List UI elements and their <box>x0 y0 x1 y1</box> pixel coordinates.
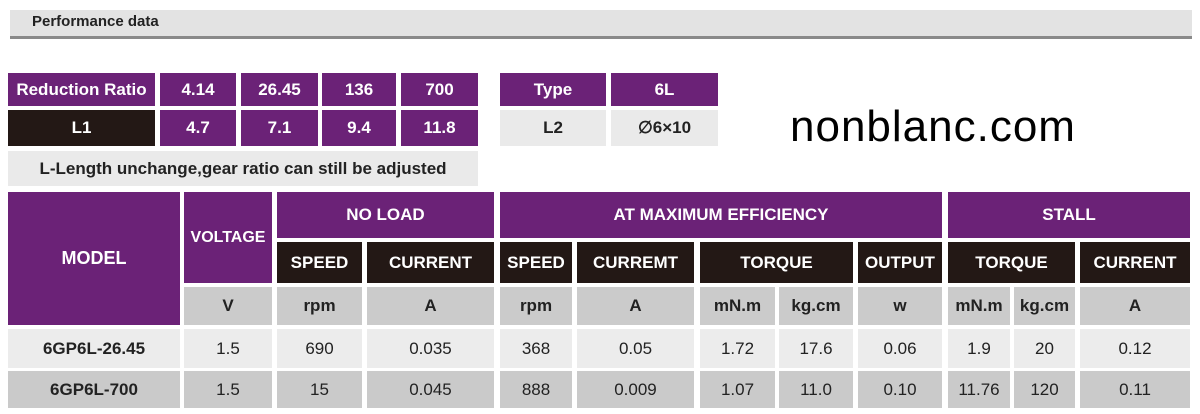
subheader: SPEED <box>500 242 572 283</box>
unit-cell: rpm <box>500 287 572 325</box>
value-cell: 15 <box>277 371 362 408</box>
value-cell: 11.76 <box>948 371 1010 408</box>
l1-value: 7.1 <box>241 110 318 146</box>
subheader: CURRENT <box>367 242 494 283</box>
watermark: nonblanc.com <box>790 102 1076 151</box>
ratio-value: 26.45 <box>241 73 318 106</box>
l1-value: 4.7 <box>160 110 236 146</box>
value-cell: 0.035 <box>367 329 494 368</box>
subheader: SPEED <box>277 242 362 283</box>
unit-cell: kg.cm <box>779 287 853 325</box>
no-load-header: NO LOAD <box>277 192 494 238</box>
value-cell: 0.11 <box>1080 371 1190 408</box>
l2-label: L2 <box>500 110 606 146</box>
value-cell: 0.12 <box>1080 329 1190 368</box>
voltage-header: VOLTAGE <box>184 192 272 283</box>
unit-cell: mN.m <box>700 287 775 325</box>
ratio-value: 700 <box>401 73 478 106</box>
value-cell: 17.6 <box>779 329 853 368</box>
subheader: OUTPUT <box>858 242 942 283</box>
value-cell: 20 <box>1014 329 1075 368</box>
value-cell: 1.5 <box>184 329 272 368</box>
subheader: TORQUE <box>700 242 853 283</box>
model-header: MODEL <box>8 192 180 325</box>
value-cell: 0.045 <box>367 371 494 408</box>
value-cell: 0.009 <box>577 371 694 408</box>
value-cell: 888 <box>500 371 572 408</box>
value-cell: 11.0 <box>779 371 853 408</box>
value-cell: 1.5 <box>184 371 272 408</box>
value-cell: 368 <box>500 329 572 368</box>
note-text: L-Length unchange,gear ratio can still b… <box>8 151 478 186</box>
value-cell: 1.9 <box>948 329 1010 368</box>
unit-cell: kg.cm <box>1014 287 1075 325</box>
value-cell: 690 <box>277 329 362 368</box>
l2-value: ∅6×10 <box>611 110 718 146</box>
ratio-value: 4.14 <box>160 73 236 106</box>
value-cell: 0.10 <box>858 371 942 408</box>
type-label: Type <box>500 73 606 106</box>
unit-cell: A <box>577 287 694 325</box>
l1-value: 11.8 <box>401 110 478 146</box>
unit-cell: A <box>367 287 494 325</box>
value-cell: 0.06 <box>858 329 942 368</box>
unit-cell: w <box>858 287 942 325</box>
subheader: TORQUE <box>948 242 1075 283</box>
subheader: CURREMT <box>577 242 694 283</box>
section-title: Performance data <box>32 13 159 30</box>
value-cell: 1.72 <box>700 329 775 368</box>
value-cell: 0.05 <box>577 329 694 368</box>
l1-value: 9.4 <box>322 110 396 146</box>
unit-cell: A <box>1080 287 1190 325</box>
ratio-value: 136 <box>322 73 396 106</box>
ratio-label: Reduction Ratio <box>8 73 155 106</box>
subheader: CURRENT <box>1080 242 1190 283</box>
section-header: Performance data <box>10 10 1192 39</box>
value-cell: 120 <box>1014 371 1075 408</box>
type-value: 6L <box>611 73 718 106</box>
model-cell: 6GP6L-26.45 <box>8 329 180 368</box>
model-cell: 6GP6L-700 <box>8 371 180 408</box>
unit-cell: mN.m <box>948 287 1010 325</box>
value-cell: 1.07 <box>700 371 775 408</box>
l1-label: L1 <box>8 110 155 146</box>
unit-cell: V <box>184 287 272 325</box>
max-efficiency-header: AT MAXIMUM EFFICIENCY <box>500 192 942 238</box>
stall-header: STALL <box>948 192 1190 238</box>
unit-cell: rpm <box>277 287 362 325</box>
